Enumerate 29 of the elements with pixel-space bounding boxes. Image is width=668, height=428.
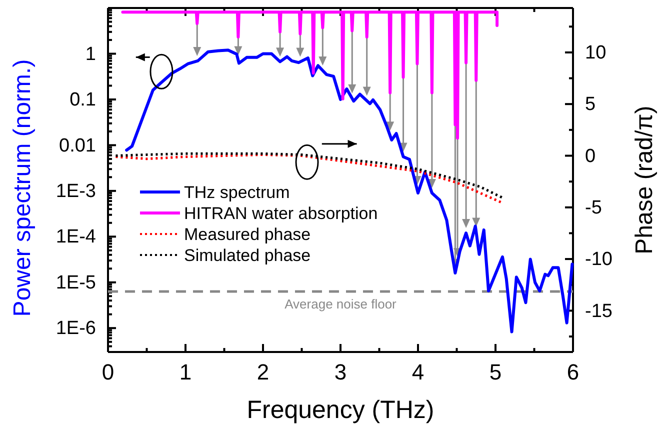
y-tick-label: 1E-6 bbox=[56, 318, 96, 340]
legend-label: THz spectrum bbox=[184, 183, 290, 202]
legend-label: HITRAN water absorption bbox=[184, 204, 378, 223]
x-tick-label: 1 bbox=[179, 360, 192, 385]
y-tick-label: 0.1 bbox=[70, 90, 96, 111]
y2-axis-title: Phase (rad/π) bbox=[631, 106, 658, 254]
x-tick-label: 2 bbox=[256, 360, 270, 385]
y-tick-label: 1E-3 bbox=[56, 180, 96, 202]
y2-tick-label: -15 bbox=[585, 300, 612, 322]
line-series bbox=[121, 10, 499, 140]
y2-tick-label: 10 bbox=[585, 42, 606, 64]
x-tick-label: 5 bbox=[489, 360, 502, 385]
legend-label: Simulated phase bbox=[184, 246, 311, 265]
y-tick-label: 1E-5 bbox=[56, 272, 96, 294]
x-tick-label: 0 bbox=[102, 360, 114, 385]
y2-tick-label: -10 bbox=[585, 249, 612, 270]
legend-label: Measured phase bbox=[184, 225, 311, 244]
y-axis-title: Power spectrum (norm.) bbox=[9, 59, 36, 317]
y-tick-label: 1 bbox=[85, 44, 96, 65]
x-axis-title: Frequency (THz) bbox=[246, 396, 434, 424]
y2-tick-label: 5 bbox=[585, 94, 596, 116]
x-tick-label: 4 bbox=[412, 360, 424, 385]
x-tick-label: 6 bbox=[566, 360, 580, 385]
y2-tick-label: 0 bbox=[585, 146, 596, 167]
y-tick-label: 1E-4 bbox=[56, 226, 96, 248]
ref-line-label: Average noise floor bbox=[284, 296, 398, 312]
y2-tick-label: -5 bbox=[585, 197, 602, 218]
y-tick-label: 0.01 bbox=[59, 135, 96, 156]
x-tick-label: 3 bbox=[334, 360, 347, 385]
